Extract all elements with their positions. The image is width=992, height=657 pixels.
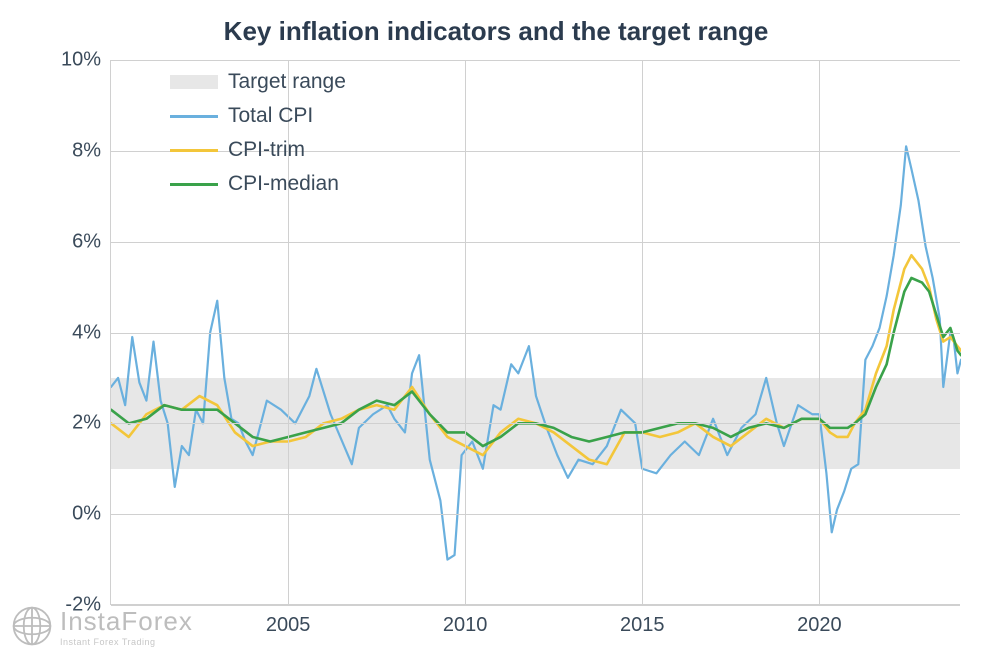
x-tick-label: 2010 xyxy=(443,604,488,637)
watermark: InstaForex Instant Forex Trading xyxy=(0,595,220,657)
legend-label: Target range xyxy=(228,70,346,94)
legend-label: Total CPI xyxy=(228,104,313,128)
chart-title: Key inflation indicators and the target … xyxy=(0,16,992,47)
legend-swatch-line xyxy=(170,183,218,186)
legend-row-total: Total CPI xyxy=(170,102,346,130)
gridline-h xyxy=(111,514,960,515)
legend-row-target: Target range xyxy=(170,68,346,96)
y-tick-label: 10% xyxy=(61,49,111,72)
y-tick-label: 0% xyxy=(72,503,111,526)
legend-swatch-line xyxy=(170,115,218,118)
series-total-cpi xyxy=(111,146,961,559)
watermark-brand: InstaForex xyxy=(60,606,193,637)
y-tick-label: 2% xyxy=(72,412,111,435)
x-tick-label: 2015 xyxy=(620,604,665,637)
gridline-v xyxy=(819,60,820,604)
gridline-h xyxy=(111,60,960,61)
y-tick-label: 6% xyxy=(72,230,111,253)
legend-swatch-line xyxy=(170,149,218,152)
y-tick-label: 4% xyxy=(72,321,111,344)
legend-label: CPI-median xyxy=(228,172,339,196)
legend-label: CPI-trim xyxy=(228,138,305,162)
legend-row-median: CPI-median xyxy=(170,170,346,198)
gridline-v xyxy=(642,60,643,604)
globe-icon xyxy=(10,604,54,648)
gridline-h xyxy=(111,423,960,424)
gridline-v xyxy=(465,60,466,604)
x-tick-label: 2005 xyxy=(266,604,311,637)
legend: Target range Total CPI CPI-trim CPI-median xyxy=(170,68,346,204)
series-cpi-trim xyxy=(111,255,961,464)
y-tick-label: 8% xyxy=(72,139,111,162)
watermark-tagline: Instant Forex Trading xyxy=(60,637,193,647)
x-tick-label: 2020 xyxy=(797,604,842,637)
gridline-h xyxy=(111,242,960,243)
legend-swatch-area xyxy=(170,75,218,89)
legend-row-trim: CPI-trim xyxy=(170,136,346,164)
watermark-text: InstaForex Instant Forex Trading xyxy=(60,606,193,647)
series-cpi-median xyxy=(111,278,961,446)
gridline-h xyxy=(111,333,960,334)
inflation-chart: Key inflation indicators and the target … xyxy=(0,0,992,657)
